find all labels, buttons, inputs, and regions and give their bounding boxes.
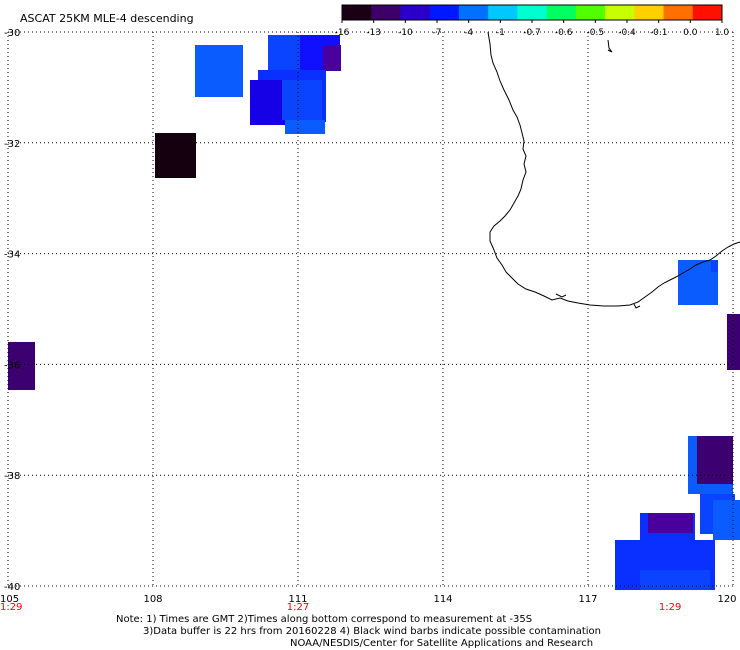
- colorbar-labels: -16 -13 -10 -7 -4 -1 -0.7 -0.6 -0.5 -0.4 -0.1 0.0 1.…: [335, 28, 730, 38]
- colorbar-swatch: [371, 5, 401, 20]
- colorbar-swatch: [692, 5, 723, 20]
- coastline-detail: [555, 39, 641, 309]
- latitude-label: -38: [4, 471, 20, 482]
- colorbar-swatch: [400, 5, 431, 20]
- data-cell: [648, 513, 693, 533]
- colorbar-label: -0.4: [618, 28, 636, 38]
- longitude-label: 111: [288, 594, 307, 605]
- latitude-label: -30: [4, 28, 20, 39]
- latitude-label: -34: [4, 250, 20, 261]
- colorbar-swatch: [488, 5, 518, 20]
- latitude-label: -40: [4, 582, 20, 593]
- data-cell: [713, 500, 740, 540]
- colorbar-label: -0.7: [523, 28, 541, 38]
- colorbar-swatch: [429, 5, 460, 20]
- data-cell: [282, 80, 322, 120]
- longitude-label: 117: [578, 594, 597, 605]
- colorbar-swatch: [663, 5, 694, 20]
- time-label: 1:27: [287, 602, 309, 613]
- colorbar-swatch: [517, 5, 548, 20]
- colorbar-label: -13: [366, 28, 381, 38]
- time-label: 1:29: [0, 602, 22, 613]
- colorbar-label: -0.6: [555, 28, 573, 38]
- colorbar-label: -0.5: [587, 28, 605, 38]
- longitude-label: 120: [717, 594, 736, 605]
- longitude-labels: 105 108 111 114 117 120: [0, 594, 737, 605]
- data-cell: [727, 314, 740, 370]
- colorbar-label: 0.0: [683, 28, 698, 38]
- colorbar-swatch: [575, 5, 606, 20]
- longitude-label: 105: [0, 594, 19, 605]
- data-cell: [711, 260, 718, 272]
- colorbar-swatch: [458, 5, 489, 20]
- data-cells: [8, 35, 740, 590]
- longitude-label: 108: [143, 594, 162, 605]
- colorbar-swatch: [342, 5, 372, 20]
- colorbar-label: -7: [433, 28, 442, 38]
- note-line-3: NOAA/NESDIS/Center for Satellite Applica…: [290, 638, 594, 649]
- latitude-label: -36: [4, 360, 20, 371]
- time-label: 1:29: [659, 602, 681, 613]
- colorbar-label: -1: [496, 28, 505, 38]
- colorbar-label: 1.0: [715, 28, 730, 38]
- data-cell: [285, 120, 325, 134]
- note-line-1: Note: 1) Times are GMT 2)Times along bot…: [116, 614, 533, 625]
- colorbar-label: -0.1: [650, 28, 668, 38]
- colorbar-swatch: [546, 5, 577, 20]
- data-cell: [195, 45, 243, 97]
- latitude-labels: -30 -32 -34 -36 -38 -40: [4, 28, 20, 593]
- colorbar-swatch: [634, 5, 665, 20]
- data-cell: [697, 436, 733, 484]
- colorbar-label: -4: [464, 28, 473, 38]
- longitude-label: 114: [433, 594, 452, 605]
- data-cell: [8, 342, 35, 390]
- colorbar-label: -10: [398, 28, 413, 38]
- colorbar-label: -16: [335, 28, 350, 38]
- graticule: [7, 31, 734, 587]
- coastline: [487, 31, 740, 307]
- data-cell: [323, 45, 341, 71]
- data-cell: [155, 133, 196, 178]
- time-labels: 1:29 1:27 1:29: [0, 602, 681, 613]
- latitude-label: -32: [4, 139, 20, 150]
- colorbar: [341, 4, 723, 23]
- note-line-2: 3)Data buffer is 22 hrs from 20160228 4)…: [143, 626, 601, 637]
- map-title: ASCAT 25KM MLE-4 descending: [20, 12, 194, 25]
- map-area: [7, 31, 740, 590]
- colorbar-swatch: [605, 5, 635, 20]
- data-cell: [640, 570, 710, 590]
